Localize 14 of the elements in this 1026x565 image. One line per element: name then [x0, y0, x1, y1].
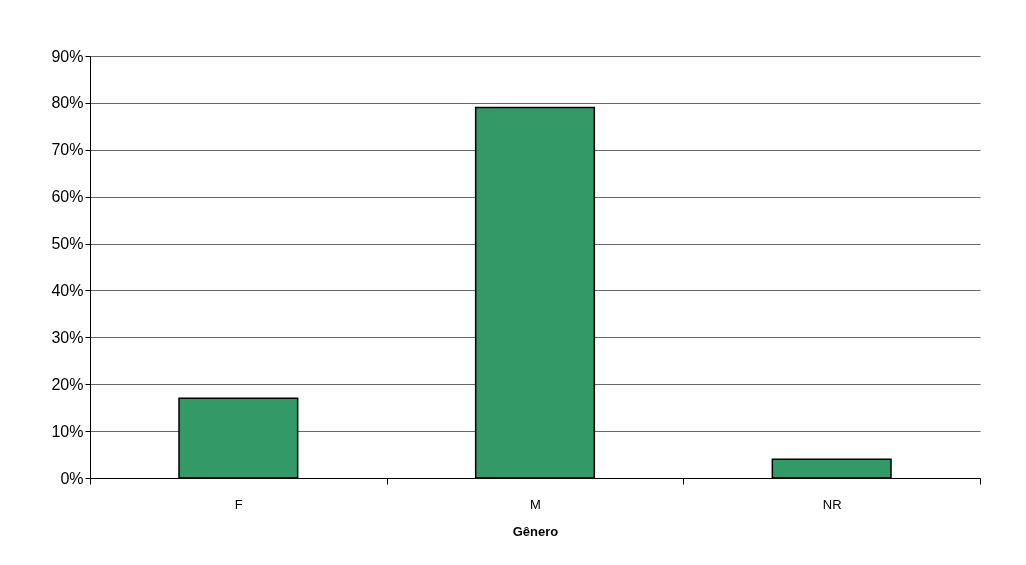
- x-tick-label: M: [530, 496, 541, 512]
- y-tick-label: 20%: [51, 375, 84, 393]
- y-tick-label: 70%: [51, 141, 84, 159]
- y-tick-label: 80%: [51, 94, 84, 112]
- y-tick-label: 50%: [51, 235, 84, 253]
- x-tick-label: NR: [822, 496, 842, 512]
- x-tick-label: F: [234, 496, 243, 512]
- y-tick-label: 0%: [60, 469, 84, 487]
- y-tick-label: 40%: [51, 281, 84, 299]
- y-tick-label: 60%: [51, 188, 84, 206]
- y-tick-label: 30%: [51, 328, 84, 346]
- x-axis-title: Gênero: [512, 523, 559, 539]
- y-tick-label: 90%: [51, 47, 84, 65]
- y-tick-label: 10%: [51, 422, 84, 440]
